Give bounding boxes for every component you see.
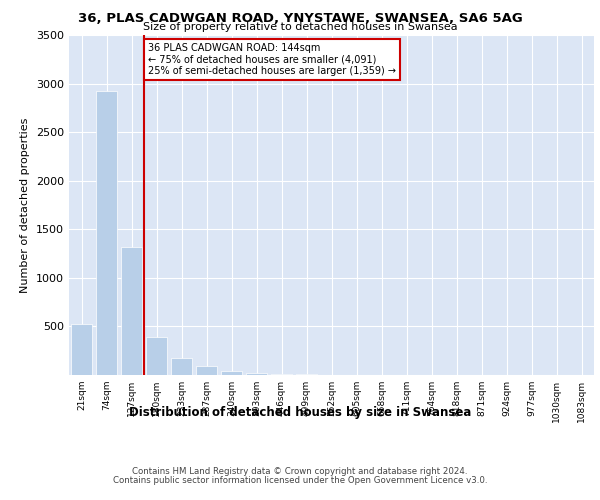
Bar bbox=[146, 337, 167, 375]
Text: Contains public sector information licensed under the Open Government Licence v3: Contains public sector information licen… bbox=[113, 476, 487, 485]
Bar bbox=[221, 370, 242, 375]
Text: Contains HM Land Registry data © Crown copyright and database right 2024.: Contains HM Land Registry data © Crown c… bbox=[132, 467, 468, 476]
Text: Distribution of detached houses by size in Swansea: Distribution of detached houses by size … bbox=[129, 406, 471, 419]
Text: 36 PLAS CADWGAN ROAD: 144sqm
← 75% of detached houses are smaller (4,091)
25% of: 36 PLAS CADWGAN ROAD: 144sqm ← 75% of de… bbox=[148, 43, 396, 76]
Y-axis label: Number of detached properties: Number of detached properties bbox=[20, 118, 31, 292]
Text: 36, PLAS CADWGAN ROAD, YNYSTAWE, SWANSEA, SA6 5AG: 36, PLAS CADWGAN ROAD, YNYSTAWE, SWANSEA… bbox=[77, 12, 523, 26]
Bar bbox=[71, 324, 92, 375]
Bar bbox=[246, 372, 267, 375]
Bar bbox=[96, 92, 117, 375]
Bar bbox=[196, 366, 217, 375]
Bar bbox=[271, 374, 292, 375]
Bar bbox=[121, 247, 142, 375]
Bar bbox=[296, 374, 317, 375]
Bar bbox=[171, 358, 192, 375]
Text: Size of property relative to detached houses in Swansea: Size of property relative to detached ho… bbox=[143, 22, 457, 32]
